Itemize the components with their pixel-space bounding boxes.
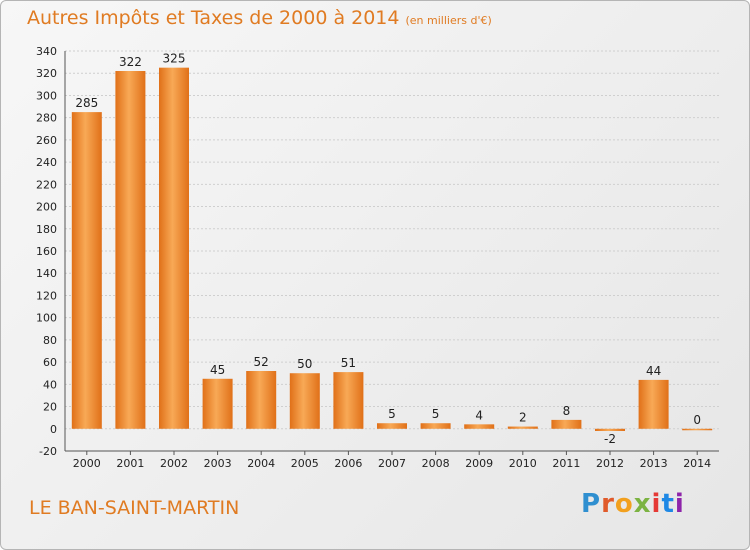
- bar-value-label: 5: [388, 407, 396, 421]
- bar-value-label: 285: [75, 96, 98, 110]
- bar: [595, 428, 625, 431]
- x-tick-label: 2014: [683, 457, 711, 470]
- y-tick-label: 80: [43, 334, 57, 347]
- bar-value-label: 322: [119, 55, 142, 69]
- y-tick-label: 320: [36, 67, 57, 80]
- logo-letter: i: [674, 489, 685, 519]
- bars: [71, 67, 713, 431]
- unit-label: (en milliers d'€): [405, 14, 492, 27]
- y-tick-label: 140: [36, 267, 57, 280]
- y-tick-label: 300: [36, 89, 57, 102]
- x-tick-label: 2004: [247, 457, 275, 470]
- bar-value-label: 51: [341, 356, 356, 370]
- y-tick-label: 120: [36, 289, 57, 302]
- proxiti-logo: Proxiti: [581, 489, 685, 519]
- bar-value-label: 8: [563, 404, 571, 418]
- bar-value-label: 2: [519, 411, 527, 425]
- x-tick-label: 2005: [291, 457, 319, 470]
- bar: [638, 379, 669, 429]
- bar-value-label: 45: [210, 363, 225, 377]
- logo-letter: i: [651, 489, 662, 519]
- bar: [159, 67, 189, 429]
- x-tick-label: 2007: [378, 457, 406, 470]
- x-tick-label: 2008: [422, 457, 450, 470]
- logo-letter: P: [581, 489, 602, 519]
- x-tick-label: 2012: [596, 457, 624, 470]
- logo-letter: o: [614, 489, 634, 519]
- y-tick-label: 60: [43, 356, 57, 369]
- bar: [202, 378, 233, 429]
- y-tick-label: 240: [36, 156, 57, 169]
- x-tick-label: 2002: [160, 457, 188, 470]
- bar: [507, 426, 538, 429]
- y-tick-label: 20: [43, 401, 57, 414]
- y-tick-label: 200: [36, 201, 57, 214]
- y-tick-label: -20: [39, 445, 57, 458]
- logo-letter: r: [601, 489, 615, 519]
- bar-value-label: 4: [475, 408, 483, 422]
- x-tick-label: 2009: [465, 457, 493, 470]
- bar: [551, 419, 582, 429]
- x-tick-label: 2000: [73, 457, 101, 470]
- logo-letter: x: [633, 489, 652, 519]
- x-tick-label: 2011: [552, 457, 580, 470]
- bar: [71, 112, 102, 429]
- y-tick-label: 340: [36, 45, 57, 58]
- y-tick-label: 280: [36, 112, 57, 125]
- x-tick-label: 2006: [334, 457, 362, 470]
- axes: -200204060801001201401601802002202402602…: [36, 45, 719, 470]
- bar: [115, 71, 146, 429]
- chart-title: Autres Impôts et Taxes de 2000 à 2014 (en…: [27, 7, 492, 29]
- x-tick-label: 2001: [116, 457, 144, 470]
- y-tick-label: 260: [36, 134, 57, 147]
- y-tick-label: 220: [36, 178, 57, 191]
- bar-value-label: -2: [604, 432, 616, 446]
- bar-value-label: 50: [297, 357, 312, 371]
- y-tick-label: 40: [43, 378, 57, 391]
- bar-value-label: 0: [693, 413, 701, 427]
- bar-value-label: 5: [432, 407, 440, 421]
- commune-name: LE BAN-SAINT-MARTIN: [29, 497, 240, 519]
- bar: [333, 372, 364, 429]
- bar-value-label: 44: [646, 364, 661, 378]
- bar: [289, 373, 320, 429]
- y-tick-label: 160: [36, 245, 57, 258]
- y-tick-label: 180: [36, 223, 57, 236]
- logo-letter: t: [661, 489, 675, 519]
- x-tick-label: 2010: [509, 457, 537, 470]
- bar: [464, 424, 495, 429]
- y-tick-label: 0: [50, 423, 57, 436]
- x-tick-label: 2003: [204, 457, 232, 470]
- bar: [377, 423, 407, 429]
- bar: [246, 371, 277, 429]
- bar: [682, 428, 713, 431]
- x-tick-label: 2013: [640, 457, 668, 470]
- bar-value-label: 52: [254, 355, 269, 369]
- title-text: Autres Impôts et Taxes de 2000 à 2014: [27, 7, 400, 29]
- bar: [420, 423, 451, 429]
- y-tick-label: 100: [36, 312, 57, 325]
- bar-value-label: 325: [163, 52, 186, 66]
- value-labels: 285 322 325 45 52 50 51 5 5 4 2 8 -2 44 0: [75, 52, 701, 446]
